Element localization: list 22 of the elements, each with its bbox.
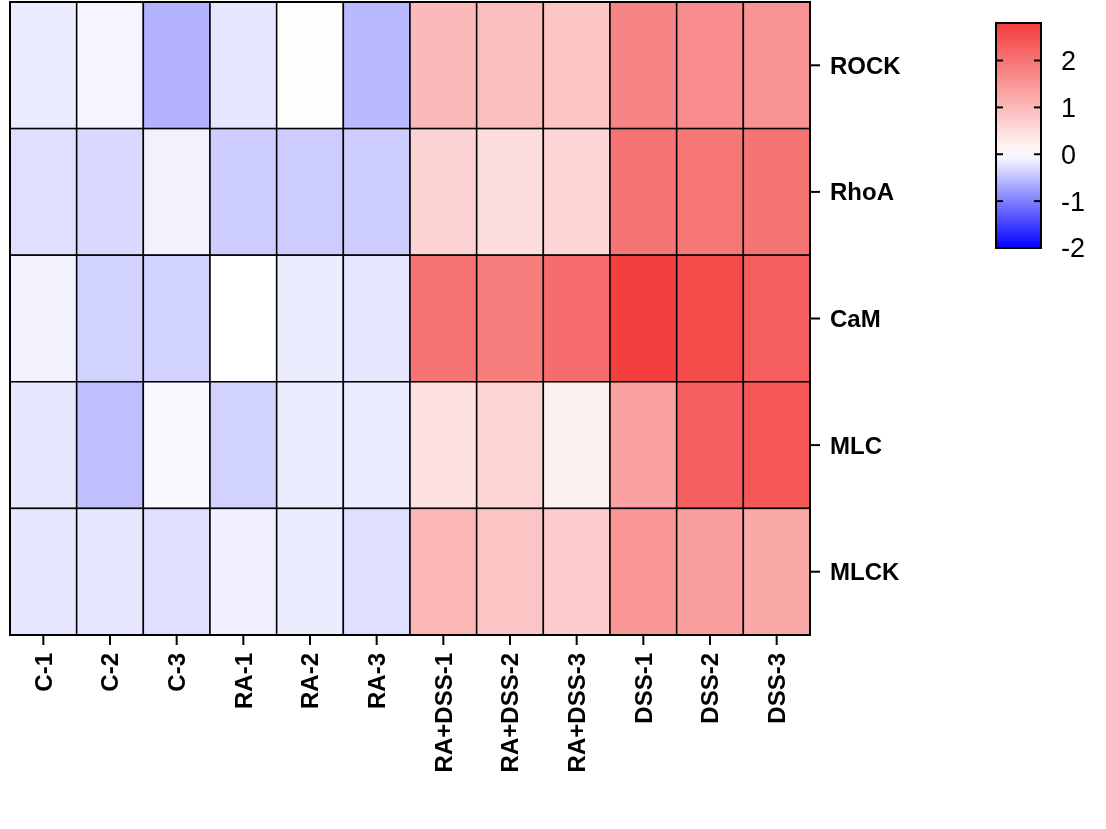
x-tick-label: DSS-1 xyxy=(629,653,657,724)
color-bar-label: 0 xyxy=(1061,139,1077,170)
x-tick-label: DSS-3 xyxy=(763,653,791,724)
color-bar-label: 1 xyxy=(1061,92,1077,123)
x-tick-label: DSS-2 xyxy=(696,653,724,724)
y-tick-label: RhoA xyxy=(830,178,894,206)
x-tick-label: C-2 xyxy=(96,653,124,692)
x-tick-label: RA-2 xyxy=(296,653,324,710)
y-tick-label: ROCK xyxy=(830,51,902,79)
x-tick-label: RA+DSS-1 xyxy=(429,653,457,773)
x-tick-label: C-3 xyxy=(163,653,191,692)
y-tick-label: MLCK xyxy=(830,558,900,586)
x-tick-label: C-1 xyxy=(29,653,57,692)
color-bar-label: -2 xyxy=(1061,233,1086,264)
x-tick-label: RA-3 xyxy=(363,653,391,710)
y-tick-label: MLC xyxy=(830,431,882,459)
x-tick-label: RA+DSS-3 xyxy=(563,653,591,773)
x-tick-label: RA+DSS-2 xyxy=(496,653,524,773)
color-bar-label: 2 xyxy=(1061,45,1077,76)
color-bar-label: -1 xyxy=(1061,186,1086,217)
x-tick-label: RA-1 xyxy=(229,653,257,710)
y-tick-label: CaM xyxy=(830,304,881,332)
